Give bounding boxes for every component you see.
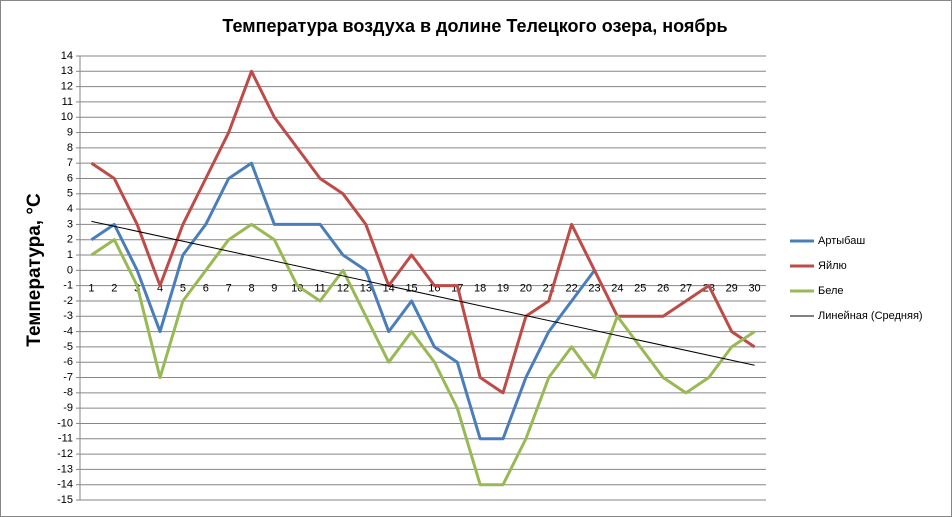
y-tick-label: -11 [58,433,73,445]
y-tick-label: 8 [67,142,73,154]
x-tick-label: 15 [405,282,417,294]
x-tick-label: 29 [726,282,738,294]
x-tick-label: 12 [337,282,349,294]
x-tick-label: 2 [111,282,117,294]
x-tick-label: 22 [566,282,578,294]
x-tick-label: 19 [497,282,509,294]
y-tick-label: -2 [63,295,73,307]
y-tick-label: -12 [57,448,73,460]
y-tick-label: -6 [63,356,73,368]
series-line [90,69,756,395]
x-tick-label: 6 [203,282,209,294]
y-tick-label: -13 [57,463,73,475]
y-tick-label: 1 [67,249,73,261]
x-tick-label: 10 [291,282,303,294]
x-tick-label: 11 [314,282,325,294]
x-tick-label: 30 [748,282,760,294]
x-tick-label: 25 [634,282,646,294]
x-tick-label: 26 [657,282,669,294]
y-tick-label: 13 [61,65,73,77]
legend-label: Линейная (Средняя) [818,310,923,322]
x-tick-label: 9 [271,282,277,294]
legend-label: Артыбаш [818,235,865,247]
y-tick-label: 0 [67,264,73,276]
y-axis-label: Температура, °С [24,193,45,347]
y-tick-label: 4 [67,203,73,215]
y-tick-label: -1 [63,280,73,292]
y-tick-label: 14 [61,50,73,62]
chart-title: Температура воздуха в долине Телецкого о… [222,16,727,36]
y-tick-label: 9 [67,126,73,138]
y-tick-label: 5 [67,188,73,200]
y-tick-label: 2 [67,234,73,246]
series-line [91,220,755,366]
y-tick-label: -5 [63,341,73,353]
x-tick-label: 18 [474,282,486,294]
series-line [90,161,596,441]
x-tick-label: 13 [360,282,372,294]
x-tick-label: 5 [180,282,186,294]
x-tick-label: 27 [680,282,692,294]
y-tick-label: 3 [67,218,73,230]
y-tick-label: -3 [63,310,73,322]
y-tick-label: -7 [63,371,73,383]
x-tick-label: 1 [88,282,94,294]
legend-label: Беле [818,285,844,297]
x-tick-label: 23 [588,282,600,294]
y-tick-label: -9 [63,402,73,414]
y-tick-label: 6 [67,172,73,184]
y-tick-label: -14 [57,479,73,491]
y-tick-label: -4 [63,325,73,337]
x-tick-label: 4 [157,282,163,294]
series-line [90,222,756,487]
x-tick-label: 8 [248,282,254,294]
x-tick-label: 24 [611,282,623,294]
legend-label: Яйлю [818,260,847,272]
x-tick-label: 7 [226,282,232,294]
y-tick-label: 10 [61,111,73,123]
y-tick-label: 12 [61,81,73,93]
x-tick-label: 20 [520,282,532,294]
y-tick-label: -8 [63,387,73,399]
y-tick-label: -10 [57,417,73,429]
y-tick-label: 7 [67,157,73,169]
y-tick-label: -15 [57,494,73,506]
y-tick-label: 11 [62,96,73,108]
